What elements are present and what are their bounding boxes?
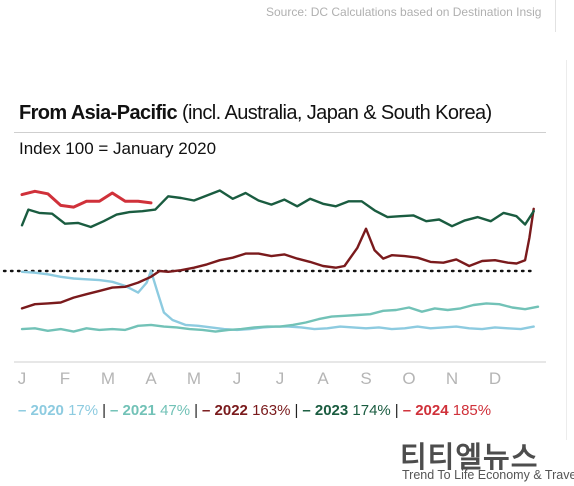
x-tick-label: J [18,369,27,388]
x-tick-label: J [233,369,242,388]
chart-title: From Asia-Pacific (incl. Australia, Japa… [19,102,492,125]
legend-item-2023: – 2023 174% [302,402,391,419]
chart-title-rest: (incl. Australia, Japan & South Korea) [177,102,492,124]
title-divider [14,132,546,133]
x-tick-label: A [145,369,157,388]
x-tick-label: M [187,369,201,388]
chart-subtitle: Index 100 = January 2020 [19,139,217,158]
watermark-logo: 티티엘뉴스 [400,440,539,474]
x-tick-label: M [101,369,115,388]
legend-item-2022: – 2022 163% [202,402,291,419]
x-tick-label: A [317,369,329,388]
legend: – 2020 17% | – 2021 47% | – 2022 163% | – 2023… [18,402,492,419]
series-line-2021 [20,302,540,333]
x-tick-label: F [60,369,70,388]
watermark-tagline: Trend To Life Economy & Travel [402,468,574,482]
series-line-2022 [20,207,535,310]
series-line-2020 [20,269,535,332]
x-tick-label: O [402,369,415,388]
legend-item-2020: – 2020 17% [18,402,99,419]
legend-item-2021: – 2021 47% [110,402,191,419]
top-divider [555,0,556,32]
legend-item-2024: – 2024 185% [402,402,492,419]
series-line-2023 [20,189,535,229]
chart-title-bold: From Asia-Pacific [19,102,178,124]
x-tick-label: N [446,369,458,388]
x-tick-label: J [276,369,285,388]
x-tick-label: S [360,369,371,388]
side-divider [566,60,567,440]
source-note: Source: DC Calculations based on Destina… [266,5,542,19]
series-line-2024 [20,189,153,209]
x-tick-label: D [489,369,501,388]
